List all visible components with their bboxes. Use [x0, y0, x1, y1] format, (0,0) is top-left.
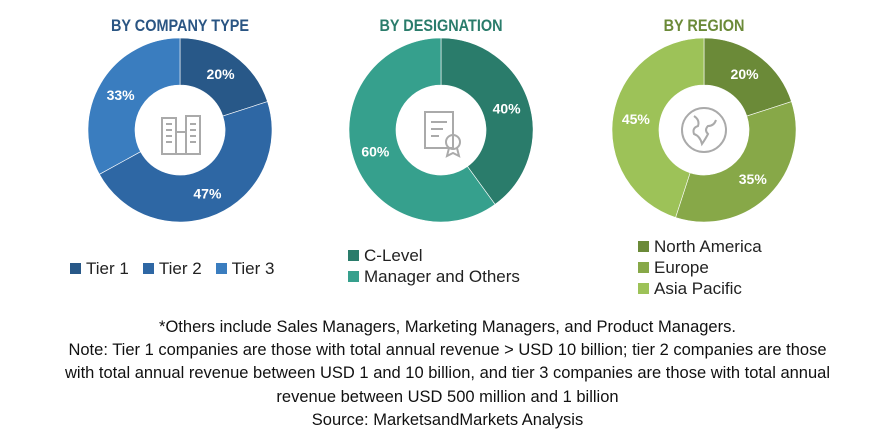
- legend-label: North America: [654, 236, 762, 256]
- legend-item: Manager and Others: [348, 266, 520, 287]
- legend-item: Tier 1: [70, 258, 129, 279]
- slice-manager-and-others: [348, 37, 496, 223]
- slice-europe: [675, 101, 797, 223]
- data-label: 20%: [207, 66, 236, 82]
- slice-tier-3: [87, 37, 181, 175]
- legend-label: Asia Pacific: [654, 278, 742, 298]
- chart-title-company-type: BY COMPANY TYPE: [110, 16, 250, 35]
- data-label: 45%: [622, 111, 651, 127]
- slice-asia-pacific: [611, 37, 705, 218]
- legend-label: Europe: [654, 257, 709, 277]
- legend-swatch: [70, 263, 81, 274]
- legend-item: Europe: [638, 257, 762, 278]
- donut-company-type: 20% 47% 33%: [87, 37, 273, 223]
- data-label: 20%: [731, 66, 760, 82]
- legend-item: Tier 2: [142, 258, 202, 279]
- legend-label: Manager and Others: [364, 267, 520, 286]
- footnote-source: Source: MarketsandMarkets Analysis: [311, 410, 584, 429]
- legend-label: Tier 1: [86, 258, 129, 278]
- slice-c-level: [440, 37, 534, 205]
- data-label: 47%: [193, 185, 222, 201]
- donut-designation: 40% 60%: [348, 37, 534, 223]
- legend-label: Tier 3: [231, 258, 275, 278]
- slice-tier-2: [98, 101, 273, 223]
- legend-item: C-Level: [348, 245, 520, 266]
- data-label: 33%: [107, 87, 136, 103]
- data-label: 40%: [493, 101, 522, 117]
- legend-swatch: [348, 271, 359, 282]
- footnote-tier-note-3: revenue between USD 500 million and 1 bi…: [276, 387, 619, 406]
- footnote-others: *Others include Sales Managers, Marketin…: [159, 318, 736, 336]
- legend-company-type: Tier 1 Tier 2 Tier 3: [70, 258, 274, 279]
- globe-icon: [681, 107, 727, 153]
- legend-swatch: [638, 262, 649, 273]
- legend-label: C-Level: [364, 246, 423, 265]
- certificate-icon: [424, 111, 461, 158]
- legend-label: Tier 2: [158, 258, 202, 278]
- legend-region: North America Europe Asia Pacific: [638, 236, 762, 299]
- legend-item: Tier 3: [215, 258, 275, 279]
- footnotes: *Others include Sales Managers, Marketin…: [0, 316, 895, 432]
- legend-item: North America: [638, 236, 762, 257]
- footnote-tier-note-1: Note: Tier 1 companies are those with to…: [68, 341, 827, 360]
- legend-designation: C-Level Manager and Others: [348, 245, 520, 287]
- buildings-icon: [161, 115, 201, 155]
- legend-item: Asia Pacific: [638, 278, 762, 299]
- legend-swatch: [348, 250, 359, 261]
- legend-swatch: [638, 241, 649, 252]
- legend-swatch: [215, 263, 227, 274]
- donut-region: 20% 35% 45%: [611, 37, 797, 223]
- chart-title-region: BY REGION: [663, 16, 745, 35]
- data-label: 35%: [739, 171, 768, 187]
- footnote-tier-note-2: with total annual revenue between USD 1 …: [65, 364, 830, 383]
- chart-title-designation: BY DESIGNATION: [379, 16, 503, 35]
- legend-swatch: [142, 263, 154, 274]
- legend-swatch: [638, 283, 649, 294]
- data-label: 60%: [361, 143, 390, 159]
